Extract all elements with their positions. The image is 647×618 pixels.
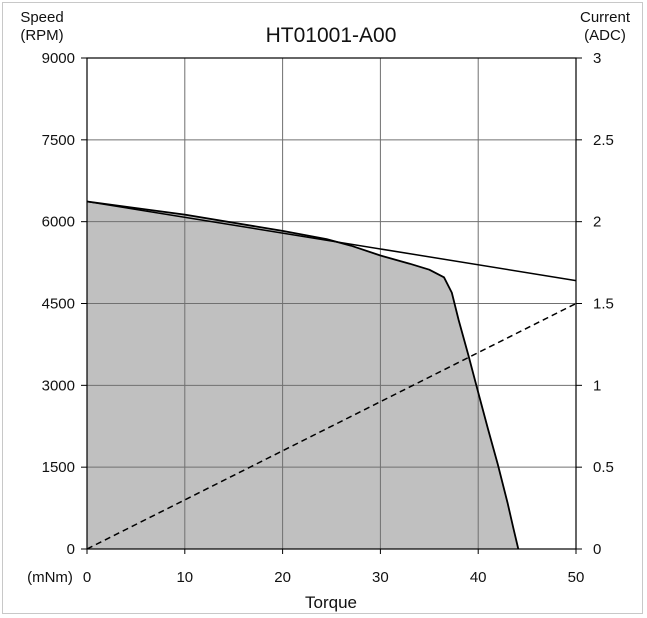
x-axis-label: Torque xyxy=(305,593,357,612)
y-right-tick-label: 2.5 xyxy=(593,132,614,149)
area-layer xyxy=(87,201,519,549)
speed-line xyxy=(86,200,577,282)
y-left-tick-label: 1500 xyxy=(42,459,75,476)
series-area-outline xyxy=(86,200,520,550)
grid-layer xyxy=(86,57,577,550)
right-axis-label-line1: Current xyxy=(580,9,631,26)
y-left-tick-label: 3000 xyxy=(42,377,75,394)
line-layer xyxy=(86,200,577,550)
y-right-tick-label: 0 xyxy=(593,541,601,558)
y-left-tick-label: 9000 xyxy=(42,50,75,67)
y-right-tick-label: 3 xyxy=(593,50,601,67)
y-left-tick-label: 6000 xyxy=(42,214,75,231)
left-axis-label-line2: (RPM) xyxy=(20,27,63,44)
current-line xyxy=(86,302,577,550)
y-right-tick-label: 2 xyxy=(593,214,601,231)
y-right-tick-label: 1 xyxy=(593,377,601,394)
chart-title: HT01001-A00 xyxy=(266,24,397,47)
x-tick-label: 0 xyxy=(83,569,91,586)
tick-layer: 0 10 20 30 40 50 0 1500 3000 4500 6000 7500 9000 0 0.5… xyxy=(42,50,614,586)
right-axis-label-line2: (ADC) xyxy=(584,27,626,44)
y-left-tick-label: 4500 xyxy=(42,296,75,313)
y-left-tick-label: 7500 xyxy=(42,132,75,149)
series-area-fill xyxy=(87,201,519,549)
y-right-tick-label: 1.5 xyxy=(593,296,614,313)
x-axis-unit-label: (mNm) xyxy=(27,569,73,586)
left-axis-label-line1: Speed xyxy=(20,9,63,26)
x-tick-label: 50 xyxy=(568,569,585,586)
x-tick-label: 10 xyxy=(176,569,193,586)
y-right-tick-label: 0.5 xyxy=(593,459,614,476)
x-tick-label: 30 xyxy=(372,569,389,586)
y-left-tick-label: 0 xyxy=(67,541,75,558)
x-tick-label: 20 xyxy=(274,569,291,586)
x-tick-label: 40 xyxy=(470,569,487,586)
